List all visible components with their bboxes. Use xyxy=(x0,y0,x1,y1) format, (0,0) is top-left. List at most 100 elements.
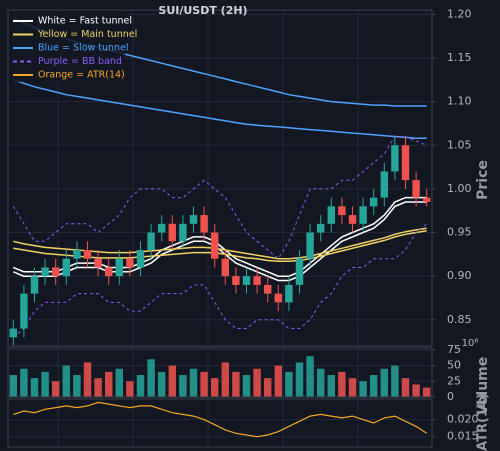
volume-panel xyxy=(7,347,433,398)
volume-bar xyxy=(73,375,81,397)
candle-body xyxy=(348,215,357,224)
candle-body xyxy=(306,232,314,259)
line-upper xyxy=(12,136,427,260)
candle-body xyxy=(157,223,166,233)
candle-body xyxy=(30,276,39,294)
volume-bar xyxy=(157,371,166,397)
y-tick-label: 0.90 xyxy=(447,269,472,282)
candle-body xyxy=(253,276,261,285)
volume-bar xyxy=(306,356,314,397)
candle-body xyxy=(179,223,187,242)
vertical-grid xyxy=(57,10,359,447)
candle-body xyxy=(285,284,293,303)
candle-body xyxy=(380,171,389,198)
volume-bar xyxy=(83,362,92,397)
line-upper xyxy=(13,227,427,260)
volume-bar xyxy=(30,378,39,397)
volume-bar xyxy=(115,368,124,397)
legend-label: Blue = Slow tunnel xyxy=(38,43,129,54)
y-tick-label: 0.85 xyxy=(447,313,472,326)
legend-label: Orange = ATR(14) xyxy=(38,70,125,81)
legend-label: White = Fast tunnel xyxy=(38,16,132,27)
y-tick-label: 75 xyxy=(447,343,461,356)
volume-bar xyxy=(401,378,410,397)
candle-body xyxy=(189,215,198,224)
legend: White = Fast tunnel Yellow = Main tunnel B… xyxy=(9,12,137,82)
legend-label: Purple = BB band xyxy=(38,56,122,67)
y-tick-label: 0.95 xyxy=(447,226,472,239)
y-tick-label: 1.05 xyxy=(447,138,472,151)
y-tick-label: 1.10 xyxy=(447,95,472,108)
volume-bar xyxy=(200,371,208,397)
line-lower xyxy=(13,201,427,282)
volume-bar xyxy=(104,371,113,397)
volume-bar xyxy=(168,365,177,397)
volume-bar xyxy=(327,375,336,397)
volume-bar xyxy=(391,365,399,397)
candle-body xyxy=(401,145,410,181)
volume-bar xyxy=(189,368,198,397)
y-axis-title: ATR(14) xyxy=(476,393,491,451)
y-tick-label: 50 xyxy=(447,359,461,372)
volume-bar xyxy=(179,375,187,397)
candle-body xyxy=(263,284,272,294)
volume-bar xyxy=(263,378,272,397)
candle-body xyxy=(126,258,134,268)
y-tick-label: 1.00 xyxy=(447,182,472,195)
y-tick-label: 0.020 xyxy=(447,413,479,426)
candle-body xyxy=(221,258,230,277)
volume-bar xyxy=(51,381,60,397)
candle-body xyxy=(9,328,18,338)
volume-bar xyxy=(147,359,155,397)
volume-bar xyxy=(412,384,420,397)
volume-bar xyxy=(9,375,18,397)
y-tick-label: 25 xyxy=(447,374,461,387)
line-lower xyxy=(13,79,427,140)
candle-body xyxy=(94,258,102,268)
candle-body xyxy=(83,250,92,259)
candle-body xyxy=(104,267,113,277)
y-tick-label: 1.20 xyxy=(447,7,472,20)
volume-bar xyxy=(316,368,325,397)
candle-body xyxy=(327,206,336,224)
price-panel xyxy=(7,9,433,347)
y-tick-label: 0.015 xyxy=(447,430,479,443)
atr-line xyxy=(13,401,428,438)
volume-bar xyxy=(338,371,346,397)
candle-body xyxy=(115,258,124,277)
volume-bar xyxy=(380,368,389,397)
volume-bar xyxy=(422,387,431,397)
candle-body xyxy=(200,215,208,233)
candle-body xyxy=(359,206,367,224)
candle-body xyxy=(412,180,420,198)
atr-panel xyxy=(7,398,433,448)
volume-bar xyxy=(62,365,71,397)
volume-bar xyxy=(41,371,49,397)
volume-bar xyxy=(285,371,293,397)
volume-bar xyxy=(295,362,304,397)
candle-body xyxy=(51,267,60,277)
volume-bar xyxy=(242,375,251,397)
y-axis-title: Price xyxy=(475,160,491,200)
volume-bar xyxy=(232,371,240,397)
axis-multiplier: 10⁶ xyxy=(462,338,479,349)
candle-body xyxy=(391,145,399,172)
candle-body xyxy=(20,293,28,329)
candle-body xyxy=(274,293,283,303)
volume-bar xyxy=(136,375,145,397)
candle-body xyxy=(136,250,145,268)
volume-bar xyxy=(221,362,230,397)
candle-body xyxy=(147,232,155,250)
y-tick-label: 0 xyxy=(447,390,454,403)
volume-bar xyxy=(348,378,357,397)
candle-body xyxy=(242,276,251,285)
candle-body xyxy=(41,267,49,277)
candle-body xyxy=(295,258,304,285)
candle-body xyxy=(73,250,81,259)
candle-body xyxy=(210,232,219,259)
volume-bar xyxy=(210,378,219,397)
line-upper xyxy=(13,196,427,277)
candle-body xyxy=(369,197,378,207)
volume-bar xyxy=(359,381,367,397)
